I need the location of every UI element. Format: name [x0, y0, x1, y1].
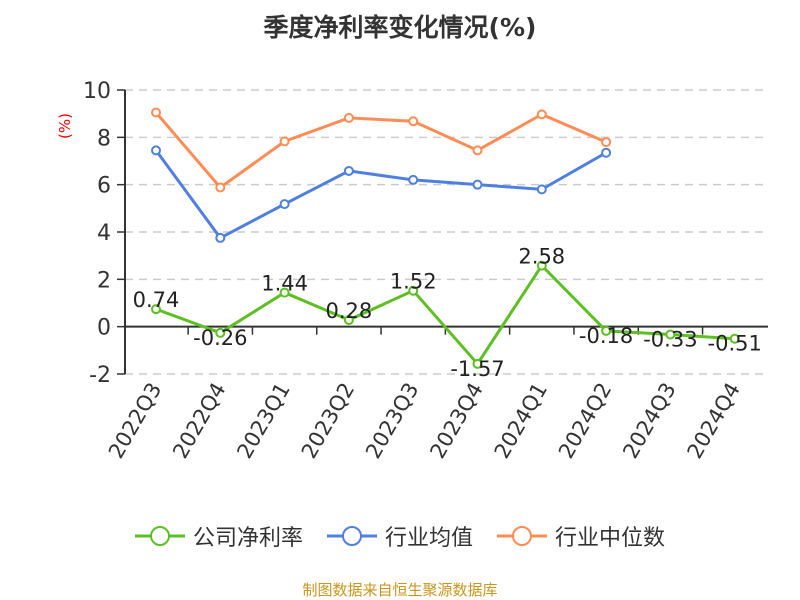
x-tick-label: 2024Q1: [490, 379, 552, 463]
legend-marker-icon: [134, 526, 185, 546]
data-label: 2.58: [518, 245, 565, 269]
y-tick-label: 8: [97, 126, 111, 151]
x-tick-label: 2023Q2: [297, 379, 359, 463]
data-label: -0.18: [579, 324, 633, 348]
y-tick-label: 2: [97, 268, 111, 293]
data-point: [215, 232, 226, 243]
data-point: [343, 165, 354, 176]
data-label: -0.26: [193, 326, 247, 350]
data-point: [408, 285, 419, 296]
data-point: [279, 287, 290, 298]
data-point: [472, 179, 483, 190]
y-tick-label: -2: [89, 363, 111, 388]
y-tick-label: 6: [97, 174, 111, 199]
data-point: [665, 329, 676, 340]
x-tick-label: 2023Q1: [232, 379, 294, 463]
data-point: [215, 182, 226, 193]
data-point: [408, 116, 419, 127]
data-label: 0.28: [326, 299, 373, 323]
data-point: [601, 137, 612, 148]
legend-marker-icon: [326, 526, 377, 546]
y-tick-label: 0: [97, 316, 111, 341]
data-point: [472, 358, 483, 369]
legend-label: 公司净利率: [192, 526, 303, 551]
series-line: [155, 263, 735, 367]
legend-item[interactable]: 行业均值: [326, 520, 473, 552]
x-tick-label: 2024Q4: [683, 379, 745, 463]
data-label: -0.51: [708, 332, 762, 356]
data-point: [536, 184, 547, 195]
data-label: 1.52: [390, 270, 437, 294]
chart-title: 季度净利率变化情况(%): [263, 13, 537, 42]
legend-label: 行业均值: [384, 526, 473, 551]
data-point: [536, 260, 547, 271]
legend-marker-icon: [497, 526, 547, 546]
data-point: [279, 136, 290, 147]
x-tick-label: 2024Q2: [554, 379, 616, 463]
x-tick-label: 2023Q3: [361, 379, 423, 463]
data-point: [601, 147, 612, 158]
data-label: 1.44: [261, 272, 308, 296]
data-point: [215, 327, 226, 338]
data-point: [536, 109, 547, 120]
series-line: [154, 111, 607, 190]
source-note: 制图数据来自恒生聚源数据库: [302, 581, 498, 599]
data-label: 0.74: [133, 288, 180, 312]
data-label: -0.33: [643, 327, 697, 351]
data-label: -1.57: [450, 357, 504, 381]
x-tick-label: 2024Q3: [618, 379, 680, 463]
x-tick-label: 2022Q3: [104, 379, 166, 463]
data-point: [343, 112, 354, 123]
y-axis-label: (%): [56, 113, 74, 139]
data-point: [151, 304, 161, 315]
y-tick-label: 4: [97, 221, 111, 246]
data-point: [279, 199, 290, 210]
legend-item[interactable]: 行业中位数: [497, 520, 665, 552]
data-point: [151, 107, 161, 118]
x-tick-label: 2023Q4: [425, 379, 487, 463]
data-point: [408, 174, 419, 185]
data-point: [729, 333, 740, 344]
series-line: [154, 149, 607, 240]
x-tick-label: 2022Q4: [168, 379, 230, 463]
data-point: [343, 315, 354, 326]
legend-label: 行业中位数: [555, 526, 666, 551]
y-tick-label: 10: [83, 79, 111, 104]
data-point: [601, 325, 612, 336]
data-point: [151, 145, 161, 156]
legend: 公司净利率 行业均值 行业中位数: [0, 520, 800, 552]
legend-item[interactable]: 公司净利率: [134, 520, 303, 552]
data-point: [472, 145, 483, 156]
